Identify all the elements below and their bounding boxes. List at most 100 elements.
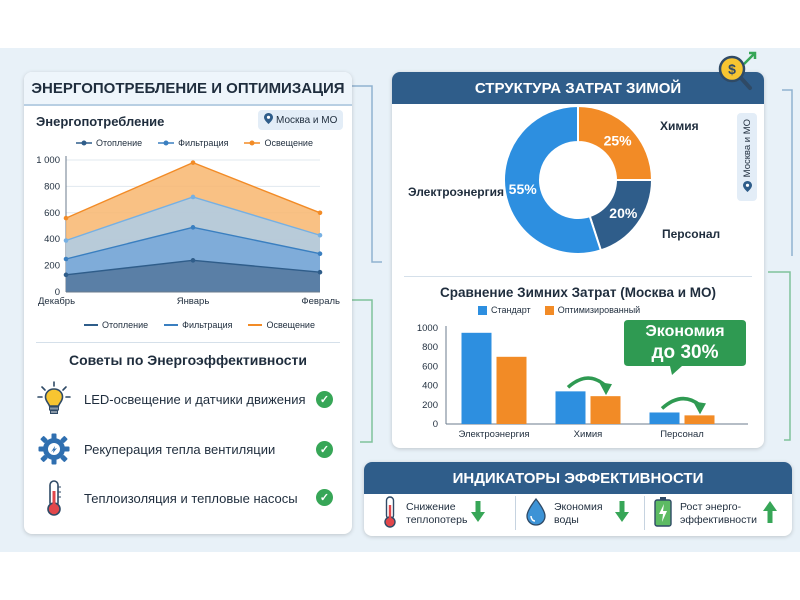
slice-name-label: Химия — [660, 119, 699, 133]
y-tick-label: 1000 — [417, 323, 438, 334]
legend-label: Освещение — [266, 320, 315, 330]
data-point — [63, 256, 69, 262]
location-badge-right: Москва и МО — [737, 113, 757, 201]
tip-item: Рекуперация тепла вентиляции — [34, 430, 275, 468]
thermometer-icon — [382, 495, 398, 533]
savings-badge-line1: Экономия — [645, 323, 725, 340]
indicator-label-line1: Экономия — [554, 501, 603, 513]
bar-chart: 0 200 400 600 800 1000 Электроэнергия Химия Перс… — [417, 323, 748, 440]
indicator-label-line2: воды — [554, 514, 579, 526]
legend-item-optimized: Оптимизированный — [544, 305, 641, 315]
legend-label: Оптимизированный — [557, 305, 641, 315]
legend-item-heating: Отопление — [84, 320, 148, 330]
data-point — [190, 225, 196, 230]
lightbulb-icon — [34, 380, 74, 418]
check-icon: ✓ — [316, 441, 333, 458]
slice-value-label: 25% — [604, 132, 633, 148]
indicator-label-line2: эффективности — [680, 514, 758, 526]
indicator-label: Снижение теплопотерь — [406, 501, 467, 527]
indicators-title: ИНДИКАТОРЫ ЭФФЕКТИВНОСТИ — [364, 462, 792, 494]
arrow-down-icon — [471, 501, 486, 527]
area-chart-legend-top: Отопление Фильтрация Освещение — [76, 138, 313, 148]
tip-text: LED-освещение и датчики движения — [84, 391, 306, 407]
legend-item-lighting: Освещение — [248, 320, 315, 330]
x-tick-label: Февраль — [301, 296, 340, 307]
legend-item-filtration: Фильтрация — [158, 138, 228, 148]
svg-text:$: $ — [728, 61, 736, 77]
pie-slice — [577, 104, 654, 181]
bar — [590, 396, 621, 424]
indicators-panel: ИНДИКАТОРЫ ЭФФЕКТИВНОСТИ — [364, 462, 792, 536]
gear-icon — [34, 430, 74, 468]
data-point — [190, 258, 196, 263]
legend-label: Отопление — [102, 320, 149, 330]
indicator-energy-efficiency: Рост энерго- эффективности — [654, 494, 778, 534]
data-point — [317, 269, 323, 275]
area-chart-legend-bottom: Отопление Фильтрация Освещение — [84, 320, 315, 330]
divider — [404, 276, 752, 277]
legend-label: Освещение — [264, 138, 313, 148]
x-tick-label: Электроэнергия — [458, 429, 529, 440]
location-badge-left: Москва и МО — [258, 110, 344, 130]
energy-panel-title: ЭНЕРГОПОТРЕБЛЕНИЕ И ОПТИМИЗАЦИЯ — [24, 72, 352, 106]
indicator-label: Рост энерго- эффективности — [680, 501, 757, 527]
y-tick-label: 600 — [422, 361, 438, 372]
x-tick-label: Январь — [177, 296, 210, 307]
savings-badge-line2: до 30% — [651, 342, 719, 363]
y-tick-label: 1 000 — [36, 155, 60, 166]
water-drop-icon — [526, 497, 546, 530]
thermometer-icon — [34, 479, 74, 517]
magnifier-dollar-icon: $ — [714, 50, 760, 99]
legend-label: Фильтрация — [182, 320, 233, 330]
y-tick-label: 800 — [44, 181, 60, 192]
bar — [461, 332, 492, 424]
trend-arrow-head — [693, 401, 706, 415]
x-tick-label: Химия — [574, 429, 603, 440]
legend-label: Фильтрация — [178, 138, 229, 148]
legend-label: Отопление — [96, 138, 143, 148]
energy-panel: ЭНЕРГОПОТРЕБЛЕНИЕ И ОПТИМИЗАЦИЯ — [24, 72, 352, 534]
data-point — [63, 272, 69, 278]
legend-item-heating: Отопление — [76, 138, 142, 148]
legend-item-filtration: Фильтрация — [164, 320, 232, 330]
data-point — [317, 251, 323, 257]
indicator-label: Экономия воды — [554, 501, 603, 527]
x-tick-label: Персонал — [660, 429, 704, 440]
map-pin-icon — [742, 180, 752, 195]
y-tick-label: 600 — [44, 208, 60, 219]
legend-label: Стандарт — [491, 305, 531, 315]
location-badge-label: Москва и МО — [276, 114, 338, 126]
indicator-water-saving: Экономия воды — [526, 494, 629, 534]
indicator-heat-loss: Снижение теплопотерь — [382, 494, 486, 534]
divider — [644, 496, 645, 530]
trend-arrow-head — [599, 382, 612, 396]
bar — [555, 391, 586, 424]
y-tick-label: 0 — [433, 419, 438, 430]
legend-item-standard: Стандарт — [478, 305, 531, 315]
divider — [36, 342, 340, 343]
tip-item: LED-освещение и датчики движения — [34, 380, 306, 418]
data-point — [63, 215, 69, 221]
battery-icon — [654, 497, 672, 531]
donut-chart: 25% 20% 55% Химия Персонал Электроэнергия — [408, 104, 720, 255]
bar-chart-legend: Стандарт Оптимизированный — [478, 305, 640, 315]
arrow-down-icon — [614, 501, 629, 527]
bar — [496, 356, 527, 424]
cost-structure-title: СТРУКТУРА ЗАТРАТ ЗИМОЙ — [392, 72, 764, 104]
map-pin-icon — [264, 113, 273, 127]
bar — [649, 412, 680, 424]
tip-item: Теплоизоляция и тепловые насосы — [34, 479, 298, 517]
tips-title: Советы по Энергоэффективности — [68, 352, 308, 368]
y-tick-label: 400 — [44, 234, 60, 245]
pie-slice — [503, 104, 603, 255]
indicator-label-line1: Снижение — [406, 501, 456, 513]
check-icon: ✓ — [316, 489, 333, 506]
y-tick-label: 0 — [55, 287, 60, 298]
bar — [684, 415, 715, 424]
tip-text: Рекуперация тепла вентиляции — [84, 441, 276, 457]
arrow-up-icon — [763, 501, 778, 527]
area-chart: 0 200 400 600 800 1 000 Декабрь Январь Февраль — [36, 155, 340, 307]
check-icon: ✓ — [316, 391, 333, 408]
legend-item-lighting: Освещение — [244, 138, 313, 148]
